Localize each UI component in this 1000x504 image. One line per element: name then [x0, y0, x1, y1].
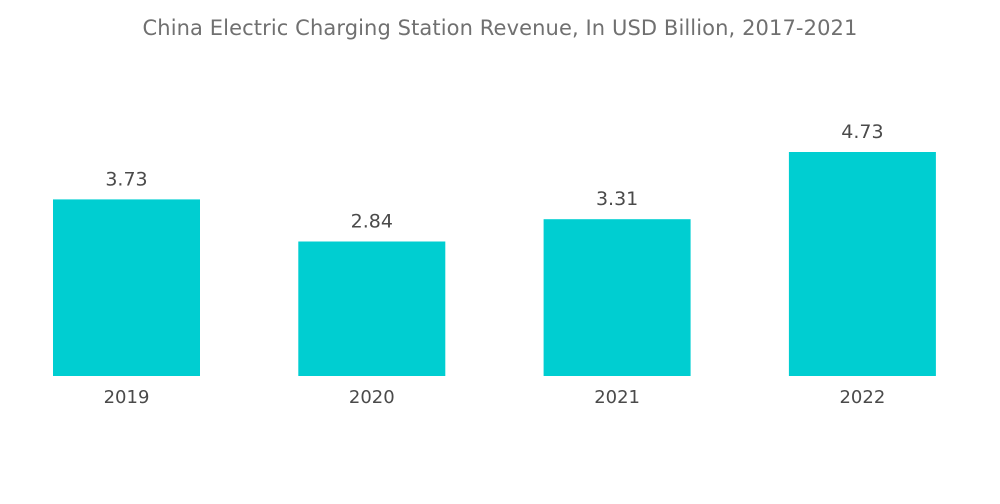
chart-title: China Electric Charging Station Revenue,… [142, 16, 858, 40]
x-tick-label-2022: 2022 [839, 387, 885, 408]
bar-2020 [298, 241, 446, 376]
bar-2021 [543, 219, 691, 376]
value-label-2019: 3.73 [105, 168, 147, 190]
value-label-2021: 3.31 [596, 188, 638, 210]
bar-2022 [788, 152, 936, 376]
value-label-2020: 2.84 [351, 211, 393, 233]
x-tick-label-2021: 2021 [594, 387, 640, 408]
bar-2019 [53, 199, 200, 376]
value-label-2022: 4.73 [841, 121, 883, 143]
x-tick-label-2020: 2020 [349, 387, 395, 408]
x-tick-label-2019: 2019 [104, 387, 150, 408]
